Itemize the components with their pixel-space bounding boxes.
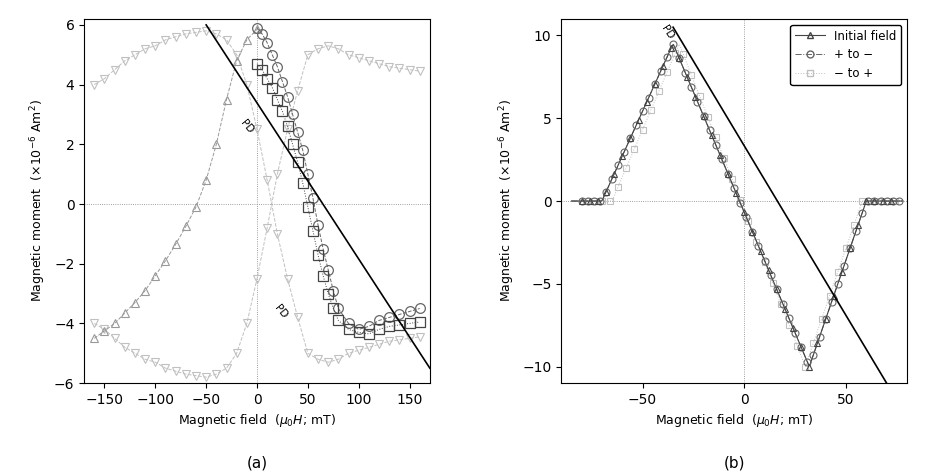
Text: (a): (a) <box>247 456 267 471</box>
Legend: Initial field, + to −, − to +: Initial field, + to −, − to + <box>790 25 901 85</box>
Text: (b): (b) <box>724 456 745 471</box>
Text: PD: PD <box>659 24 675 41</box>
X-axis label: Magnetic field  ($\mu_0H$; mT): Magnetic field ($\mu_0H$; mT) <box>655 412 813 429</box>
X-axis label: Magnetic field  ($\mu_0H$; mT): Magnetic field ($\mu_0H$; mT) <box>178 412 336 429</box>
Y-axis label: Magnetic moment  ($\times 10^{-6}$ Am$^2$): Magnetic moment ($\times 10^{-6}$ Am$^2$… <box>497 100 517 302</box>
Y-axis label: Magnetic moment  ($\times 10^{-6}$ Am$^2$): Magnetic moment ($\times 10^{-6}$ Am$^2$… <box>29 100 49 302</box>
Text: PD: PD <box>238 118 255 135</box>
Text: PD: PD <box>272 303 289 320</box>
